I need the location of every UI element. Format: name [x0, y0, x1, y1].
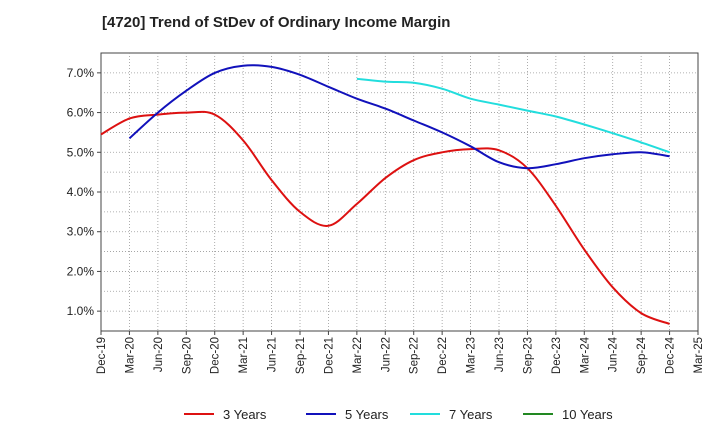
y-tick-label: 2.0% — [67, 264, 95, 278]
x-tick-label: Jun-20 — [153, 337, 165, 372]
x-axis-ticks: Dec-19 Mar-20 Jun-20 Sep-20 Dec-20 Mar-21 Jun-… — [96, 331, 705, 374]
y-tick-label: 3.0% — [67, 225, 95, 239]
legend-label-7-years: 7 Years — [449, 407, 493, 422]
series-line-7-years — [356, 77, 670, 154]
y-tick-label: 1.0% — [67, 304, 95, 318]
legend-label-3-years: 3 Years — [223, 407, 267, 422]
x-tick-label: Jun-23 — [494, 337, 506, 372]
x-tick-label: Mar-22 — [352, 337, 364, 373]
x-tick-label: Mar-25 — [693, 337, 705, 373]
x-tick-label: Jun-22 — [380, 337, 392, 372]
x-tick-label: Mar-24 — [579, 336, 591, 373]
x-tick-label: Sep-22 — [409, 337, 421, 374]
chart-title: [4720] Trend of StDev of Ordinary Income… — [102, 14, 451, 31]
x-tick-label: Sep-24 — [636, 336, 648, 374]
legend-label-5-years: 5 Years — [345, 407, 389, 422]
x-tick-label: Sep-20 — [181, 337, 193, 374]
series-line-5-years — [128, 64, 670, 170]
y-tick-label: 4.0% — [67, 185, 95, 199]
x-tick-label: Sep-23 — [522, 337, 534, 374]
x-tick-label: Mar-23 — [466, 337, 478, 373]
x-tick-label: Dec-19 — [96, 337, 108, 374]
x-tick-label: Dec-24 — [665, 336, 677, 374]
x-tick-label: Sep-21 — [295, 337, 307, 374]
legend-label-10-years: 10 Years — [562, 407, 613, 422]
x-tick-label: Mar-20 — [124, 337, 136, 373]
series-lines — [100, 64, 670, 325]
y-tick-label: 6.0% — [67, 106, 95, 120]
x-tick-label: Dec-23 — [551, 337, 563, 374]
x-tick-label: Mar-21 — [238, 337, 250, 373]
series-line-3-years — [100, 110, 670, 325]
y-tick-label: 5.0% — [67, 145, 95, 159]
x-tick-label: Dec-22 — [437, 337, 449, 374]
y-tick-label: 7.0% — [67, 66, 95, 80]
x-tick-label: Jun-21 — [267, 337, 279, 372]
x-tick-label: Jun-24 — [608, 336, 620, 372]
x-tick-label: Dec-21 — [323, 337, 335, 374]
legend: 3 Years 5 Years 7 Years 10 Years — [184, 407, 613, 422]
y-axis-ticks: 1.0% 2.0% 3.0% 4.0% 5.0% 6.0% 7.0% — [67, 66, 101, 318]
x-tick-label: Dec-20 — [210, 337, 222, 374]
